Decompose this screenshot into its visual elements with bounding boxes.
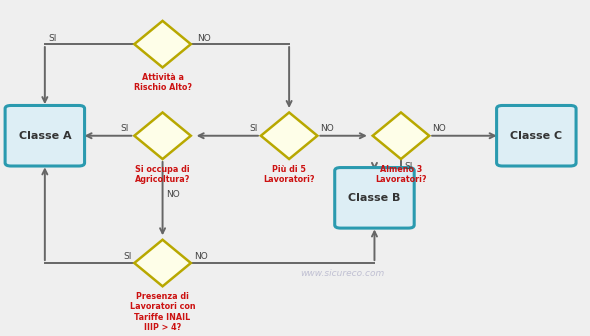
Text: Presenza di
Lavoratori con
Tariffe INAIL
IIIP > 4?: Presenza di Lavoratori con Tariffe INAIL… (130, 292, 195, 332)
Polygon shape (261, 113, 317, 159)
Text: SI: SI (250, 124, 258, 133)
FancyBboxPatch shape (497, 106, 576, 166)
Text: NO: NO (194, 252, 208, 260)
Text: NO: NO (166, 191, 180, 199)
Text: Si occupa di
Agricoltura?: Si occupa di Agricoltura? (135, 165, 190, 184)
Text: NO: NO (432, 124, 446, 133)
Text: SI: SI (120, 124, 129, 133)
Text: NO: NO (320, 124, 334, 133)
FancyBboxPatch shape (5, 106, 84, 166)
Polygon shape (373, 113, 429, 159)
Text: Attività a
Rischio Alto?: Attività a Rischio Alto? (133, 73, 192, 92)
Text: www.sicureco.com: www.sicureco.com (300, 269, 384, 279)
Text: Più di 5
Lavoratori?: Più di 5 Lavoratori? (263, 165, 315, 184)
Text: Classe B: Classe B (348, 193, 401, 203)
Text: SI: SI (123, 252, 132, 260)
Text: Classe A: Classe A (18, 131, 71, 141)
FancyBboxPatch shape (335, 168, 414, 228)
Polygon shape (135, 21, 191, 68)
Text: NO: NO (196, 34, 211, 43)
Text: Almeno 3
Lavoratori?: Almeno 3 Lavoratori? (375, 165, 427, 184)
Polygon shape (135, 113, 191, 159)
Text: Classe C: Classe C (510, 131, 562, 141)
Text: SI: SI (405, 162, 413, 171)
Text: SI: SI (48, 34, 57, 43)
Polygon shape (135, 240, 191, 286)
